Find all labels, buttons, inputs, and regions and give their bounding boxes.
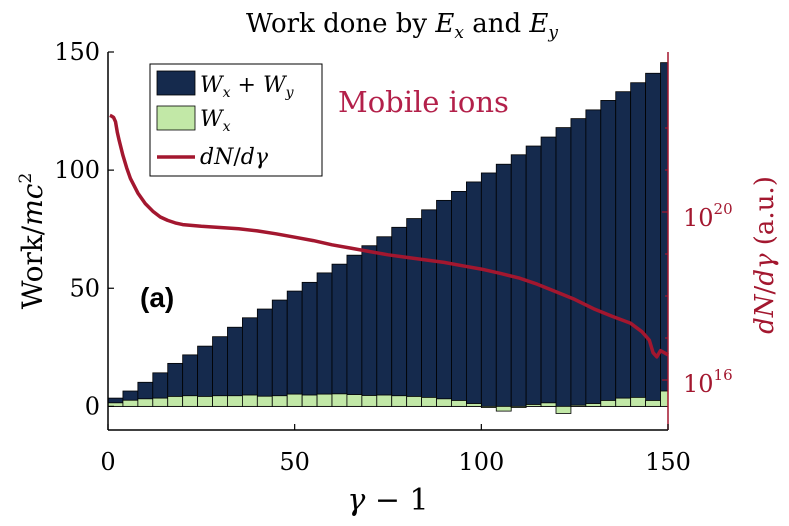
total-bar: [495, 163, 512, 407]
legend-label-total: Wx + Wy: [200, 73, 295, 101]
wx-bar: [510, 405, 527, 408]
wx-bar: [286, 393, 303, 407]
wx-bar: [570, 404, 587, 407]
right-tick-label-1e16: 1016: [683, 366, 733, 398]
wx-bar: [451, 400, 467, 407]
panel-label: (a): [140, 282, 174, 313]
wx-bar: [585, 403, 602, 407]
total-bar: [585, 109, 602, 407]
y-tick-label: 100: [54, 156, 100, 184]
total-bar: [271, 299, 288, 407]
wx-bar: [630, 396, 647, 407]
wx-bar: [540, 402, 557, 407]
total-bar: [421, 209, 437, 407]
y-tick-label: 50: [69, 274, 100, 302]
y-tick-label: 0: [85, 392, 100, 420]
right-tick-label-1e20: 1020: [683, 200, 733, 232]
wx-bar: [600, 400, 617, 407]
total-bar: [346, 254, 363, 407]
total-bar: [256, 308, 273, 407]
legend-swatch-wx: [156, 105, 196, 131]
legend-label-dndg: dN/dγ: [200, 145, 269, 170]
mobile-ions-annotation: Mobile ions: [338, 85, 509, 119]
wx-bar: [197, 396, 213, 407]
y-tick-label: 150: [54, 38, 100, 66]
total-bar: [406, 218, 422, 407]
wx-bar: [495, 405, 512, 412]
legend: Wx + Wy Wx dN/dγ: [149, 63, 323, 177]
wx-bar: [645, 400, 661, 407]
x-tick-label: 100: [458, 448, 504, 476]
wx-bar: [391, 395, 408, 407]
total-bar: [555, 127, 572, 407]
total-bar: [331, 263, 348, 407]
total-bar: [540, 136, 557, 407]
left-y-ticks: 0 50 100 150: [54, 38, 668, 420]
wx-bar: [436, 398, 452, 407]
wx-bar: [376, 394, 393, 407]
legend-label-wx: Wx: [200, 107, 231, 135]
wx-bar: [660, 390, 669, 407]
wx-bar: [316, 393, 333, 407]
wx-bar: [421, 396, 437, 407]
wx-bar: [555, 405, 572, 414]
wx-bar: [301, 394, 318, 407]
x-ticks: 0 50 100 150: [100, 424, 691, 476]
chart-title: Work done by Ex and Ey: [246, 9, 558, 43]
total-bar: [630, 82, 647, 407]
total-bar: [465, 181, 482, 407]
total-bar: [227, 326, 243, 407]
wx-bar: [212, 395, 228, 407]
x-tick-label: 50: [279, 448, 310, 476]
x-tick-label: 150: [645, 448, 691, 476]
total-work-bars: [107, 62, 669, 407]
dndg-line: [109, 113, 669, 359]
total-bar: [286, 290, 303, 407]
legend-swatch-total: [156, 70, 196, 96]
wx-bar: [122, 399, 139, 407]
total-bar: [480, 172, 497, 407]
total-bar: [241, 317, 258, 407]
wx-bar: [256, 395, 273, 407]
x-axis-label: γ − 1: [347, 483, 428, 518]
total-bar: [436, 199, 452, 407]
right-y-axis-label: dN/dγ (a.u.): [750, 176, 780, 334]
wx-bar: [525, 404, 542, 407]
wx-bar: [152, 397, 169, 407]
total-bar: [376, 236, 393, 407]
total-bar: [451, 190, 467, 407]
total-bar: [301, 281, 318, 407]
total-bar: [316, 272, 333, 407]
left-y-axis-label: Work/mc2: [16, 173, 49, 310]
x-tick-label: 0: [100, 448, 115, 476]
wx-bar: [615, 397, 632, 407]
wx-bar: [465, 403, 482, 407]
total-bar: [525, 145, 542, 407]
wx-bar: [182, 395, 199, 407]
dndg-line-layer: [109, 113, 669, 359]
wx-bar: [271, 395, 288, 407]
total-bar: [361, 245, 378, 407]
wx-bar: [331, 393, 348, 407]
total-bar: [615, 91, 632, 407]
wx-bar: [167, 396, 184, 407]
total-bar: [570, 118, 587, 407]
wx-bar: [480, 405, 497, 408]
wx-bar: [361, 395, 378, 407]
wx-bar: [406, 396, 422, 407]
wx-bar: [137, 398, 154, 407]
total-bar: [600, 100, 617, 407]
wx-bar: [241, 394, 258, 407]
wx-bar: [346, 394, 363, 407]
wx-bar: [227, 395, 243, 407]
